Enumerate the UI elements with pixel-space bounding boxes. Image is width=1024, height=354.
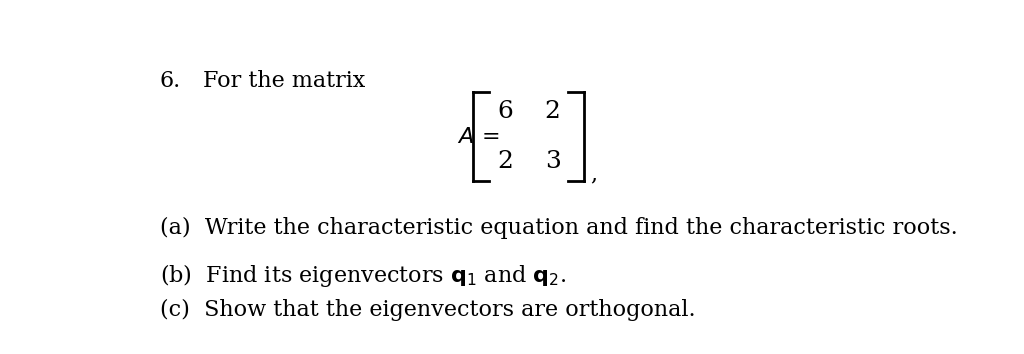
Text: 2: 2 bbox=[545, 101, 560, 124]
Text: ,: , bbox=[591, 164, 598, 186]
Text: (a)  Write the characteristic equation and find the characteristic roots.: (a) Write the characteristic equation an… bbox=[160, 217, 957, 239]
Text: 6: 6 bbox=[497, 101, 513, 124]
Text: 6.: 6. bbox=[160, 70, 181, 92]
Text: For the matrix: For the matrix bbox=[204, 70, 366, 92]
Text: (b)  Find its eigenvectors $\mathbf{q}_1$ and $\mathbf{q}_2$.: (b) Find its eigenvectors $\mathbf{q}_1$… bbox=[160, 262, 566, 289]
Text: 3: 3 bbox=[545, 149, 560, 172]
Text: $A\,=$: $A\,=$ bbox=[458, 126, 500, 148]
Text: 2: 2 bbox=[497, 149, 513, 172]
Text: (c)  Show that the eigenvectors are orthogonal.: (c) Show that the eigenvectors are ortho… bbox=[160, 299, 695, 321]
